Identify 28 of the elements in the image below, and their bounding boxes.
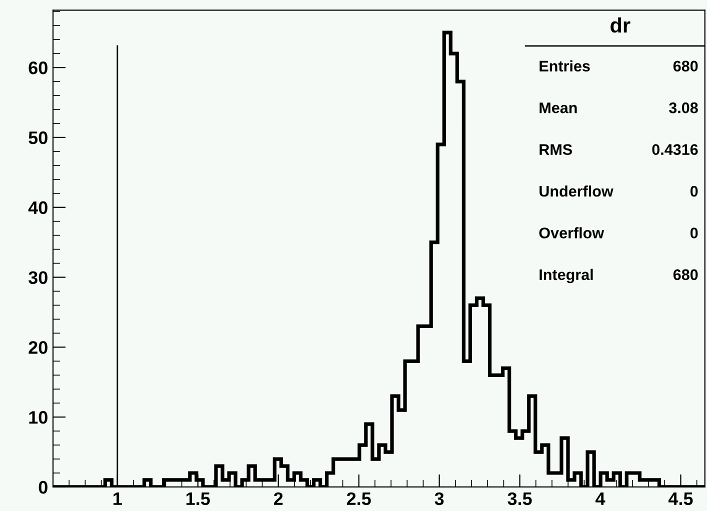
x-tick-label: 4 bbox=[596, 492, 606, 505]
x-tick-label: 3 bbox=[434, 492, 444, 506]
annotation: Underflow bbox=[540, 185, 614, 197]
annotation: Mean bbox=[540, 102, 577, 114]
y-tick-label: 60 bbox=[28, 61, 48, 74]
y-tick-label: 30 bbox=[28, 271, 48, 284]
y-tick-label: 50 bbox=[28, 131, 48, 144]
x-tick-label: 2.5 bbox=[346, 492, 371, 506]
x-tick-label: 1.5 bbox=[186, 492, 210, 506]
y-tick-label: 0 bbox=[38, 480, 48, 494]
annotation: Entries bbox=[540, 60, 590, 72]
annotation: Overflow bbox=[539, 227, 604, 238]
x-tick-label: 4.5 bbox=[668, 492, 693, 506]
y-tick-label: 40 bbox=[28, 201, 48, 214]
y-tick-label: 10 bbox=[29, 411, 48, 424]
x-tick-label: 3.5 bbox=[508, 492, 532, 506]
annotation: 680 bbox=[673, 269, 698, 280]
x-tick-label: 2 bbox=[274, 492, 283, 505]
annotation: Integral bbox=[540, 268, 593, 284]
annotation: dr bbox=[610, 17, 630, 33]
annotation: RMS bbox=[540, 144, 572, 155]
annotation: 0 bbox=[690, 228, 698, 238]
annotation: 680 bbox=[673, 60, 698, 72]
annotation: 0 bbox=[690, 186, 698, 197]
x-tick-label: 1 bbox=[114, 492, 122, 505]
annotation: 0.4316 bbox=[652, 144, 698, 155]
y-tick-label: 20 bbox=[28, 341, 48, 354]
annotation: 3.08 bbox=[668, 102, 698, 114]
